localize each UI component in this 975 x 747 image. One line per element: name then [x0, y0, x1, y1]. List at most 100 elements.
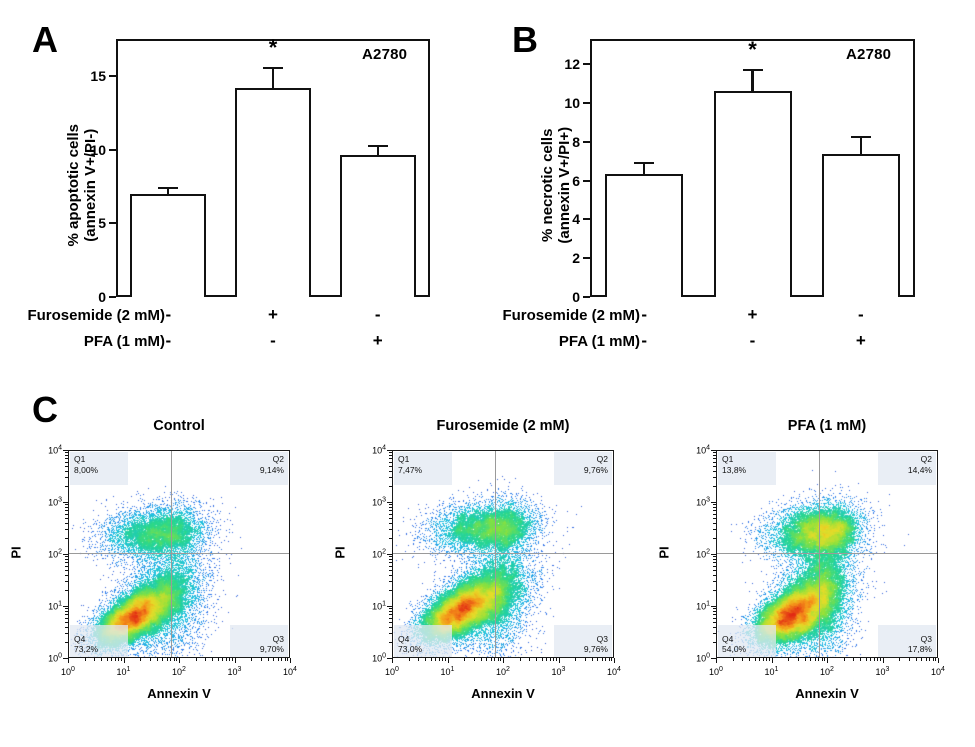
flow-x-tick-2-plot0: 102	[172, 666, 186, 677]
quadrant-divider-vertical-1[interactable]	[494, 451, 496, 657]
flow-y-minortick	[65, 562, 68, 564]
flow-y-minortick	[65, 458, 68, 460]
quadrant-label-q3-0: Q3 9,70%	[260, 634, 284, 655]
flow-x-minortick	[546, 658, 548, 661]
flow-x-minortick	[480, 658, 482, 661]
quadrant-divider-horizontal-2[interactable]	[717, 553, 937, 555]
flow-x-minortick	[140, 658, 142, 661]
quadrant-label-q3-1: Q3 9,76%	[584, 634, 608, 655]
flow-x-tickmark-4-plot1	[614, 658, 615, 663]
quadrant-id: Q3	[920, 633, 932, 644]
flow-y-minortick	[65, 529, 68, 531]
flow-y-tick-3-plot1: 103	[372, 496, 386, 508]
error-bar-cap-1	[742, 69, 763, 72]
flow-x-minortick	[225, 658, 227, 661]
flow-x-tickmark-2-plot2	[827, 658, 828, 663]
panel-letter-a: A	[32, 19, 58, 60]
flow-y-minortick	[713, 608, 716, 610]
bar-0	[605, 173, 684, 297]
quadrant-value: 17,8%	[907, 644, 932, 655]
quadrant-divider-vertical-0[interactable]	[170, 451, 172, 657]
flow-x-tickmark-3-plot1	[558, 658, 560, 663]
flow-y-minortick	[389, 465, 392, 467]
flow-x-minortick	[549, 658, 551, 661]
flow-x-minortick	[195, 658, 197, 661]
quadrant-value: 9,14%	[259, 464, 284, 475]
quadrant-divider-vertical-2[interactable]	[818, 451, 820, 657]
flow-y-tickmark-1-plot2	[711, 606, 716, 607]
flow-x-minortick	[111, 658, 113, 661]
quadrant-shade-q4-2	[718, 625, 776, 657]
quadrant-shade-q2-0	[230, 452, 288, 485]
flow-y-minortick	[713, 569, 716, 571]
sign-row2-col1: -	[165, 331, 172, 350]
flow-x-minortick	[754, 658, 756, 661]
quadrant-divider-horizontal-1[interactable]	[393, 553, 613, 555]
flow-y-tick-3-plot0: 103	[48, 496, 62, 508]
flow-y-minortick	[65, 574, 68, 576]
flow-y-minortick	[389, 562, 392, 564]
quadrant-id: Q1	[722, 454, 734, 464]
quadrant-value: 54,0%	[722, 644, 747, 655]
panel-b-row2-label: PFA (1 mM)	[558, 333, 640, 350]
quadrant-value: 73,0%	[398, 644, 423, 655]
bar-1	[713, 91, 792, 297]
flow-x-minortick	[284, 658, 286, 661]
flow-x-minortick	[814, 658, 816, 661]
flow-x-minortick	[759, 658, 761, 661]
flow-y-minortick	[389, 590, 392, 592]
quadrant-shade-q1-2	[718, 452, 776, 485]
flow-y-minortick	[65, 513, 68, 515]
error-bar-cap-1	[263, 67, 283, 70]
flow-y-minortick	[65, 611, 68, 613]
flow-y-minortick	[389, 507, 392, 509]
flow-y-minortick	[65, 614, 68, 616]
flow-y-minortick	[713, 477, 716, 479]
flow-y-minortick	[389, 510, 392, 512]
y-tick-label: 2	[572, 250, 580, 267]
quadrant-value: 13,8%	[722, 464, 747, 475]
quadrant-id: Q2	[596, 454, 608, 464]
flow-plot-box-0[interactable]: Q1 8,00% Q2 9,14% Q3 9,70% Q4 73,2%	[68, 450, 290, 658]
flow-x-tickmark-1-plot2	[771, 658, 773, 663]
y-tick-label: 12	[564, 56, 580, 73]
flow-plot-box-1[interactable]: Q1 7,47% Q2 9,76% Q3 9,76% Q4 73,0%	[392, 450, 614, 658]
quadrant-label-q4-1: Q4 73,0%	[398, 634, 422, 655]
error-bar-stem-2	[376, 145, 379, 156]
y-tick-label: 8	[572, 133, 580, 150]
error-bar-cap-0	[158, 187, 179, 190]
flow-y-minortick	[65, 608, 68, 610]
quadrant-shade-q4-1	[394, 625, 452, 657]
flow-x-minortick	[408, 658, 410, 661]
quadrant-divider-horizontal-0[interactable]	[69, 553, 289, 555]
flow-y-minortick	[65, 581, 68, 583]
flow-y-minortick	[389, 574, 392, 576]
flow-y-tickmark-2-plot0	[63, 554, 68, 555]
y-tick-label: 6	[572, 172, 580, 189]
flow-y-minortick	[389, 626, 392, 628]
y-tick-mark	[583, 218, 590, 221]
flow-y-minortick	[65, 470, 68, 472]
flow-y-tickmark-4-plot1	[387, 450, 392, 451]
flow-x-minortick	[597, 658, 599, 661]
flow-y-minortick	[389, 470, 392, 472]
quadrant-shade-q1-0	[70, 452, 128, 485]
quadrant-id: Q1	[74, 454, 86, 464]
error-bar-stem-0	[167, 187, 170, 194]
flow-x-minortick	[277, 658, 279, 661]
flow-x-minortick	[853, 658, 855, 661]
flow-x-minortick	[464, 658, 466, 661]
flow-y-minortick	[389, 452, 392, 454]
flow-x-minortick	[281, 658, 283, 661]
flow-x-minortick	[444, 658, 446, 661]
quadrant-shade-q1-1	[394, 452, 452, 485]
flow-y-minortick	[713, 504, 716, 506]
quadrant-id: Q2	[272, 454, 284, 464]
flow-y-tick-4-plot2: 104	[696, 444, 710, 456]
quadrant-shade-q2-1	[554, 452, 612, 485]
flow-x-minortick	[810, 658, 812, 661]
flow-x-tick-1-plot2: 101	[764, 666, 779, 677]
flow-x-minortick	[217, 658, 219, 661]
flow-plot-box-2[interactable]: Q1 13,8% Q2 14,4% Q3 17,8% Q4 54,0%	[716, 450, 938, 658]
flow-x-minortick	[149, 658, 151, 661]
